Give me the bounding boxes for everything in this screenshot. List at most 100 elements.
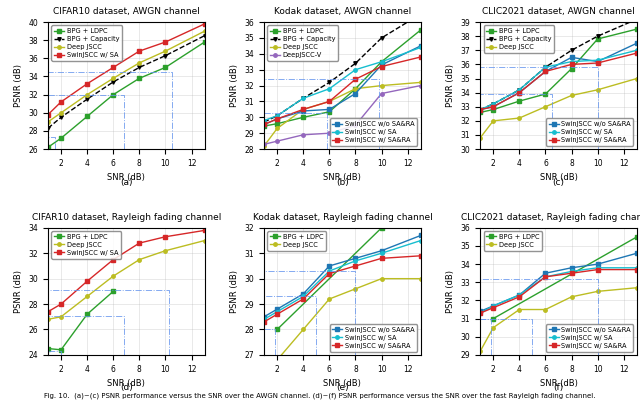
Line: SwinJSCC w/o SA&RA: SwinJSCC w/o SA&RA <box>262 234 422 318</box>
SwinJSCC w/o SA&RA <box>378 63 385 67</box>
Line: BPG + Capacity: BPG + Capacity <box>479 18 639 111</box>
BPG + LDPC <box>57 136 65 141</box>
SwinJSCC w/ SA <box>300 96 307 101</box>
Line: BPG + Capacity: BPG + Capacity <box>46 34 206 130</box>
SwinJSCC w/ SA <box>378 59 385 64</box>
Line: DeepJSCC-V: DeepJSCC-V <box>262 84 422 146</box>
Deep JSCC <box>273 358 281 363</box>
SwinJSCC w/ SA <box>490 101 497 106</box>
SwinJSCC w/o SA&RA <box>260 314 268 319</box>
BPG + Capacity <box>378 36 385 41</box>
Line: SwinJSCC w/ SA: SwinJSCC w/ SA <box>262 46 422 122</box>
SwinJSCC w/ SA <box>273 113 281 118</box>
Deep JSCC <box>490 325 497 330</box>
BPG + LDPC <box>201 40 209 45</box>
SwinJSCC w/o SA&RA <box>351 256 359 261</box>
DeepJSCC-V <box>351 123 359 128</box>
SwinJSCC w/ SA&RA <box>490 104 497 109</box>
SwinJSCC w/ SA <box>378 251 385 256</box>
SwinJSCC w/o SA&RA <box>273 117 281 122</box>
SwinJSCC w/ SA <box>633 48 640 53</box>
BPG + Capacity <box>351 61 359 66</box>
SwinJSCC w/ SA&RA <box>273 117 281 122</box>
SwinJSCC w/ SA <box>300 294 307 299</box>
Y-axis label: PSNR (dB): PSNR (dB) <box>14 270 23 313</box>
SwinJSCC w/ SA <box>109 257 117 262</box>
Title: Kodak dataset, AWGN channel: Kodak dataset, AWGN channel <box>274 7 411 16</box>
BPG + LDPC <box>44 145 52 150</box>
SwinJSCC w/o SA&RA <box>260 122 268 127</box>
SwinJSCC w/o SA&RA <box>515 90 523 95</box>
SwinJSCC w/ SA&RA <box>594 267 602 272</box>
SwinJSCC w/ SA&RA <box>476 107 484 112</box>
Title: Kodak dataset, Rayleigh fading channel: Kodak dataset, Rayleigh fading channel <box>253 213 432 221</box>
SwinJSCC w/ SA <box>201 228 209 233</box>
Legend: SwinJSCC w/o SA&RA, SwinJSCC w/ SA, SwinJSCC w/ SA&RA: SwinJSCC w/o SA&RA, SwinJSCC w/ SA, Swin… <box>330 118 417 146</box>
Text: (a): (a) <box>120 178 132 186</box>
BPG + Capacity <box>136 65 143 70</box>
SwinJSCC w/ SA <box>326 86 333 91</box>
SwinJSCC w/ SA <box>594 265 602 270</box>
Line: BPG + LDPC: BPG + LDPC <box>479 27 639 114</box>
Deep JSCC <box>541 307 549 312</box>
SwinJSCC w/ SA <box>57 302 65 306</box>
Deep JSCC <box>417 80 424 85</box>
Deep JSCC <box>162 248 170 253</box>
SwinJSCC w/o SA&RA <box>378 248 385 253</box>
SwinJSCC w/ SA <box>568 269 575 274</box>
BPG + LDPC <box>44 346 52 351</box>
SwinJSCC w/ SA&RA <box>378 256 385 261</box>
Deep JSCC <box>273 126 281 131</box>
SwinJSCC w/o SA&RA <box>351 91 359 96</box>
Y-axis label: PSNR (dB): PSNR (dB) <box>230 270 239 313</box>
Deep JSCC <box>83 92 91 97</box>
SwinJSCC w/ SA&RA <box>633 267 640 272</box>
SwinJSCC w/ SA&RA <box>300 297 307 302</box>
SwinJSCC w/o SA&RA <box>594 262 602 267</box>
Line: SwinJSCC w/ SA&RA: SwinJSCC w/ SA&RA <box>262 55 422 126</box>
SwinJSCC w/ SA <box>136 241 143 245</box>
SwinJSCC w/ SA <box>476 311 484 316</box>
BPG + LDPC <box>417 28 424 32</box>
BPG + LDPC <box>83 312 91 317</box>
X-axis label: SNR (dB): SNR (dB) <box>108 173 145 182</box>
Deep JSCC <box>260 365 268 370</box>
SwinJSCC w/o SA&RA <box>541 271 549 275</box>
BPG + LDPC <box>300 115 307 120</box>
Title: CLIC2021 dataset, Rayleigh fading channel: CLIC2021 dataset, Rayleigh fading channe… <box>461 213 640 221</box>
Deep JSCC <box>378 83 385 88</box>
DeepJSCC-V <box>417 83 424 88</box>
BPG + LDPC <box>273 327 281 332</box>
SwinJSCC w/ SA&RA <box>515 90 523 95</box>
X-axis label: SNR (dB): SNR (dB) <box>540 379 577 388</box>
Line: BPG + LDPC: BPG + LDPC <box>46 290 115 352</box>
SwinJSCC w/ SA <box>260 118 268 123</box>
SwinJSCC w/ SA&RA <box>300 107 307 112</box>
Text: Fig. 10.  (a)~(c) PSNR performance versus the SNR over the AWGN channel. (d)~(f): Fig. 10. (a)~(c) PSNR performance versus… <box>44 393 596 399</box>
Deep JSCC <box>378 276 385 281</box>
Deep JSCC <box>326 297 333 302</box>
Deep JSCC <box>515 115 523 120</box>
BPG + Capacity <box>594 34 602 38</box>
Text: (d): (d) <box>120 383 132 393</box>
BPG + LDPC <box>633 27 640 32</box>
SwinJSCC w/ SA <box>541 65 549 70</box>
SwinJSCC w/o SA&RA <box>417 233 424 238</box>
Line: BPG + LDPC: BPG + LDPC <box>46 40 206 149</box>
BPG + Capacity <box>260 119 268 124</box>
Deep JSCC <box>201 29 209 34</box>
SwinJSCC w/o SA&RA <box>300 292 307 296</box>
BPG + LDPC <box>162 65 170 70</box>
Line: BPG + LDPC: BPG + LDPC <box>262 28 422 128</box>
Deep JSCC <box>515 307 523 312</box>
BPG + Capacity <box>201 33 209 38</box>
Deep JSCC <box>351 286 359 291</box>
SwinJSCC w/ SA <box>44 309 52 314</box>
Deep JSCC <box>417 276 424 281</box>
BPG + Capacity <box>109 79 117 84</box>
Deep JSCC <box>57 314 65 319</box>
Line: SwinJSCC w/ SA: SwinJSCC w/ SA <box>262 239 422 321</box>
Deep JSCC <box>541 104 549 109</box>
SwinJSCC w/ SA&RA <box>568 62 575 67</box>
Y-axis label: PSNR (dB): PSNR (dB) <box>446 64 455 107</box>
